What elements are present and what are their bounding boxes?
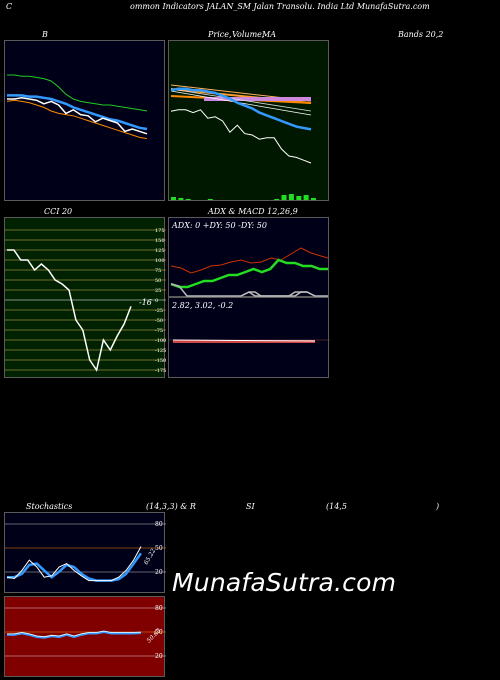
stoch-axis-50: 50 — [155, 545, 163, 552]
adx-red-line — [170, 247, 329, 274]
adx-panel: ADX: 0 +DY: 50 -DY: 50 — [168, 217, 329, 297]
cci-axis-label: 175 — [155, 228, 165, 234]
bands-middle-line — [7, 94, 148, 131]
rsi-axis-80: 80 — [155, 605, 163, 612]
volume-bar — [178, 198, 184, 200]
macd-values: 2.82, 3.02, -0.2 — [171, 301, 233, 310]
adx-values: ADX: 0 +DY: 50 -DY: 50 — [171, 221, 267, 230]
header-title: ommon Indicators JALAN_SM Jalan Transolu… — [130, 2, 430, 11]
cci-axis-label: 0 — [155, 298, 158, 304]
cci-chart: 175 150 125 100 75 50 25 0 -25 -50 -75 -100 -125 -150… — [5, 228, 166, 374]
price-title-a: Price, — [208, 30, 232, 39]
cci-axis-label: 125 — [155, 248, 165, 254]
volume-bar — [303, 195, 309, 200]
rsi-params-close: ) — [436, 502, 440, 511]
bands-price-line — [7, 97, 148, 135]
cci-axis-label: -125 — [155, 348, 166, 354]
volume-bar — [171, 197, 176, 200]
cci-axis-label: 25 — [155, 288, 161, 294]
ma-band — [204, 97, 311, 101]
volume-bar — [274, 199, 280, 200]
rsi-axis-50: 50 — [155, 629, 163, 636]
bands-panel — [4, 40, 165, 201]
macd-line — [172, 339, 316, 342]
cci-axis-label: 50 — [155, 278, 161, 284]
stoch-panel: 80 50 20 65.22 — [4, 512, 166, 593]
adx-title: ADX & MACD 12,26,9 — [208, 207, 298, 216]
stoch-d-line — [7, 552, 143, 582]
cci-axis-label: -175 — [155, 368, 166, 374]
stoch-last-label: 65.22 — [143, 547, 158, 566]
cci-axis-label: -50 — [155, 318, 163, 324]
stoch-axis-20: 20 — [155, 569, 163, 576]
stoch-chart: 80 50 20 65.22 — [5, 521, 166, 582]
volume-bar — [207, 199, 213, 200]
bands-upper-line — [7, 74, 148, 112]
macd-chart: 2.82, 3.02, -0.2 — [169, 301, 330, 343]
cci-title: CCI 20 — [44, 207, 73, 216]
price-title-b: Volume, — [232, 30, 265, 39]
cci-grid — [5, 229, 166, 371]
cci-axis-label: 100 — [155, 258, 165, 264]
cci-axis-label: -25 — [155, 308, 163, 314]
cci-axis-label: 150 — [155, 238, 165, 244]
volume-bars — [171, 194, 316, 200]
cci-line — [7, 249, 132, 372]
cci-axis-label: -100 — [155, 338, 166, 344]
volume-bar — [288, 194, 294, 200]
volume-bar — [296, 196, 302, 200]
cci-last-label: -16 — [139, 298, 152, 307]
rsi-chart: 80 50 20 50.63 — [5, 605, 166, 660]
bands-chart — [6, 74, 148, 140]
bands-lower-line — [6, 99, 148, 140]
adx-chart: ADX: 0 +DY: 50 -DY: 50 — [170, 221, 329, 297]
stoch-params: (14,3,3) & R — [146, 502, 196, 511]
watermark: MunafaSutra.com — [172, 568, 397, 597]
bands-title: B — [42, 30, 48, 39]
adx-gray-line — [170, 283, 328, 297]
adx-green-line — [170, 258, 328, 289]
price-panel — [168, 40, 329, 201]
stoch-title: Stochastics — [26, 502, 73, 511]
price-close-line — [170, 109, 312, 164]
stoch-axis-80: 80 — [155, 521, 163, 528]
price-blue-ma-line — [170, 87, 312, 131]
ma-line-5 — [170, 88, 312, 112]
header-initial: C — [6, 2, 13, 11]
volume-bar — [281, 195, 287, 200]
rsi-line — [7, 630, 142, 638]
rsi-axis-20: 20 — [155, 653, 163, 660]
rsi-blue-line — [7, 630, 142, 639]
macd-histogram — [173, 340, 315, 343]
cci-axis-label: -75 — [155, 328, 163, 334]
cci-axis-label: -150 — [155, 358, 166, 364]
rsi-params: (14,5 — [326, 502, 347, 511]
volume-bar — [311, 198, 316, 200]
cci-axis: 175 150 125 100 75 50 25 0 -25 -50 -75 -100 -125 -150… — [155, 228, 166, 374]
price-chart — [170, 84, 316, 200]
rsi-panel: 80 50 20 50.63 — [4, 596, 166, 677]
cci-panel: 175 150 125 100 75 50 25 0 -25 -50 -75 -100 -125 -150… — [4, 217, 166, 378]
price-title-c: MA — [262, 30, 276, 39]
bands-title-right: Bands 20,2 — [398, 30, 444, 39]
rsi-title: SI — [246, 502, 255, 511]
stoch-k-line — [6, 546, 142, 582]
adx-gray-line-2 — [240, 291, 316, 297]
volume-bar — [185, 199, 191, 200]
cci-axis-label: 75 — [155, 268, 161, 274]
macd-panel: 2.82, 3.02, -0.2 — [168, 297, 330, 378]
